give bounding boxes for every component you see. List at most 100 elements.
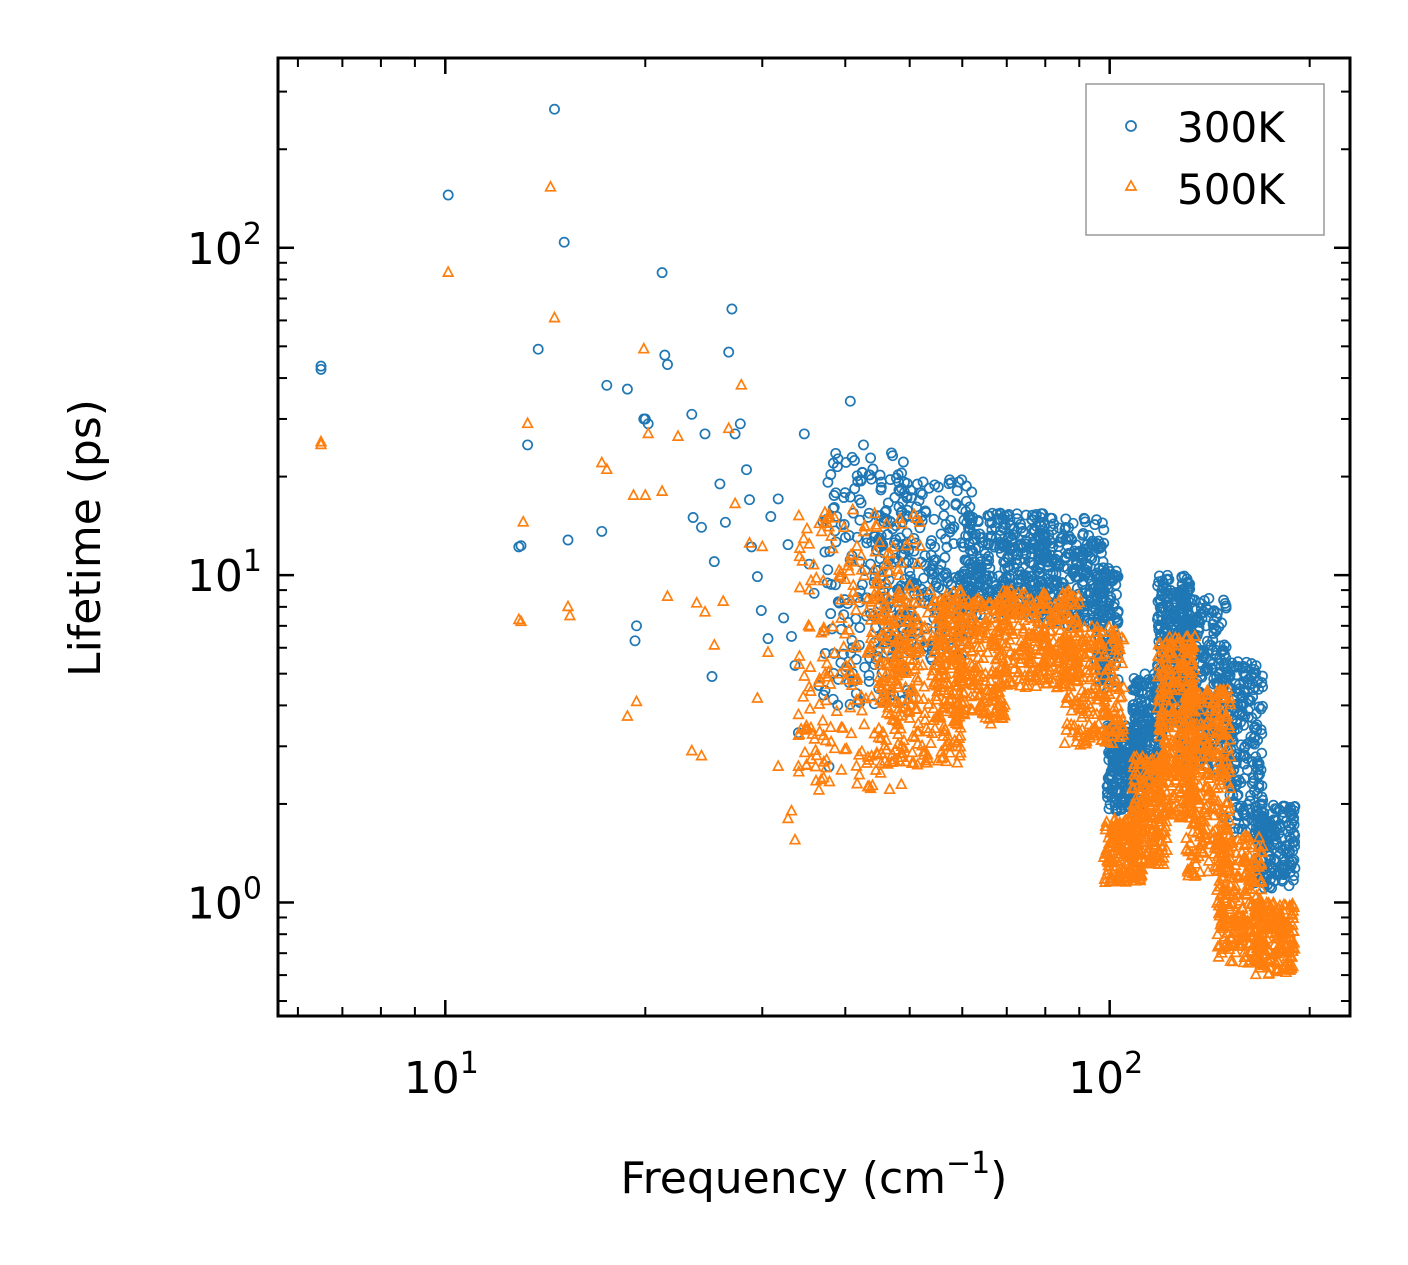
point-300k [1048, 518, 1060, 530]
point-300k [1238, 719, 1250, 731]
point-500k [813, 724, 826, 737]
point-300k [1285, 804, 1297, 816]
point-300k [1059, 523, 1071, 535]
point-500k [828, 741, 841, 754]
point-500k [893, 608, 907, 620]
point-500k [915, 738, 929, 751]
point-300k [944, 526, 956, 538]
point-300k [621, 383, 633, 395]
point-500k [835, 611, 848, 623]
point-500k [886, 754, 900, 767]
point-500k [869, 763, 883, 775]
point-300k [874, 469, 886, 481]
point-300k [923, 482, 935, 494]
point-300k [981, 553, 993, 565]
point-500k [873, 535, 886, 547]
point-300k [1105, 748, 1117, 760]
point-500k [913, 539, 927, 551]
point-500k [934, 593, 947, 605]
point-300k [999, 576, 1011, 588]
point-500k [956, 611, 969, 623]
point-300k [1100, 596, 1112, 608]
point-300k [1264, 854, 1276, 866]
point-500k [814, 772, 828, 785]
point-500k [876, 605, 890, 617]
point-300k [1101, 611, 1113, 623]
point-500k [878, 754, 892, 766]
point-500k [868, 576, 882, 589]
point-500k [866, 778, 879, 791]
point-300k [950, 498, 962, 510]
point-300k [828, 490, 840, 501]
point-300k [865, 452, 877, 464]
point-500k [911, 673, 924, 686]
point-300k [1219, 597, 1231, 609]
point-500k [942, 591, 956, 604]
point-500k [796, 689, 810, 702]
point-300k [1182, 617, 1194, 628]
point-300k [532, 343, 544, 355]
point-300k [1230, 775, 1242, 787]
point-500k [900, 594, 913, 607]
point-500k [895, 555, 908, 568]
point-300k [832, 596, 844, 608]
point-500k [894, 633, 908, 646]
point-500k [842, 623, 856, 635]
point-300k [1249, 732, 1261, 744]
point-500k [910, 617, 924, 629]
point-500k [928, 677, 941, 690]
point-500k [869, 544, 882, 557]
point-300k [1274, 848, 1286, 860]
point-500k [846, 585, 860, 598]
point-500k [962, 604, 975, 617]
point-500k [792, 508, 806, 521]
point-300k [1200, 620, 1212, 632]
point-500k [918, 706, 931, 719]
point-300k [977, 537, 989, 549]
point-300k [974, 576, 986, 588]
point-300k [1176, 611, 1188, 623]
point-500k [835, 720, 848, 733]
point-300k [1224, 669, 1236, 681]
point-300k [859, 565, 871, 576]
point-500k [817, 573, 830, 586]
point-300k [1025, 570, 1037, 582]
point-500k [869, 517, 883, 530]
point-300k [916, 488, 928, 500]
point-500k [837, 520, 851, 533]
point-500k [878, 613, 892, 626]
point-300k [1018, 571, 1029, 582]
point-300k [1157, 589, 1169, 600]
point-300k [1149, 738, 1160, 750]
point-500k [802, 536, 816, 549]
point-300k [894, 485, 906, 497]
point-300k [960, 495, 972, 507]
point-300k [686, 408, 698, 420]
point-300k [874, 510, 886, 522]
point-300k [945, 477, 957, 489]
point-500k [918, 619, 932, 632]
point-300k [1252, 755, 1264, 767]
point-300k [930, 577, 942, 589]
point-300k [844, 395, 856, 407]
point-500k [849, 637, 863, 649]
point-300k [1268, 839, 1280, 851]
point-300k [827, 457, 839, 469]
point-500k [813, 516, 826, 529]
point-500k [855, 703, 869, 716]
point-300k [865, 473, 877, 485]
point-500k [925, 668, 939, 681]
point-300k [1078, 547, 1090, 558]
point-500k [864, 631, 878, 644]
point-500k [931, 753, 945, 766]
point-500k [903, 578, 916, 591]
point-300k [1027, 509, 1038, 521]
point-300k [1161, 609, 1173, 620]
point-300k [1053, 541, 1064, 553]
point-500k [891, 562, 905, 575]
point-500k [824, 677, 837, 689]
point-500k [881, 546, 895, 558]
point-300k [1162, 602, 1174, 614]
point-300k [1029, 526, 1041, 537]
point-300k [1060, 513, 1072, 525]
